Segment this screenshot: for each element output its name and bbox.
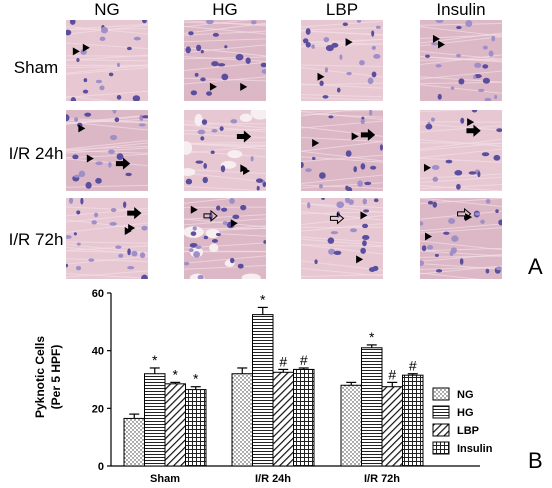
open-arrow-icon [457,207,472,220]
bar-ng-0 [123,417,145,467]
bar-hg-0 [144,373,166,467]
bar-lbp-0 [164,383,186,467]
significance-mark: * [193,371,199,387]
solid-arrow-icon [466,124,481,137]
bar-hg-2 [361,347,383,467]
solid-arrowhead-icon [345,38,353,47]
legend-label-hg: HG [457,407,474,419]
solid-arrowhead-icon [423,163,431,172]
micrograph-lbp-sham [301,20,383,101]
solid-arrowhead-icon [432,34,440,43]
solid-arrowhead-icon [312,139,320,148]
solid-arrowhead-icon [465,213,473,222]
solid-arrowhead-icon [86,154,94,163]
legend-label-ng: NG [457,389,474,401]
solid-arrowhead-icon [78,124,86,133]
bar-chart: Pyknotic Cells (Per 5 HPF) 0 20 40 60 * * * Sha… [33,288,543,485]
significance-mark: # [388,366,396,382]
col-header-ng: NG [94,0,120,19]
solid-arrowhead-icon [356,255,364,264]
x-tick-label: I/R 72h [364,473,400,485]
micrograph-insulin-i-r-24h [420,110,502,191]
solid-arrowhead-icon [240,82,248,91]
solid-arrowhead-icon [351,132,359,141]
x-tick-label: Sham [150,473,180,485]
row-label-sham: Sham [13,58,59,77]
legend-swatch-hg [432,405,450,419]
solid-arrowhead-icon [240,164,248,173]
solid-arrowhead-icon [72,47,80,56]
significance-mark: # [300,352,308,368]
y-axis-label-line2: (Per 5 HPF) [49,345,63,410]
micrograph-hg-i-r-72h [184,198,266,279]
solid-arrowhead-icon [82,43,90,52]
solid-arrowhead-icon [124,227,132,236]
y-tick-label: 40 [92,346,104,358]
y-tick-label: 60 [92,288,104,300]
solid-arrow-icon [236,130,252,143]
significance-mark: # [279,353,287,369]
y-tick-label: 0 [98,461,104,473]
significance-mark: * [260,291,266,307]
solid-arrowhead-icon [360,211,368,220]
solid-arrowhead-icon [230,219,238,228]
y-axis-label-line1: Pyknotic Cells [33,336,47,418]
bar-ng-2 [340,384,362,467]
micrograph-hg-sham [184,20,266,101]
col-header-lbp: LBP [325,0,359,19]
bar-lbp-2 [381,386,403,467]
legend-swatch-lbp [432,423,450,437]
solid-arrowhead-icon [467,118,475,127]
row-label-ir24: I/R 24h [8,144,64,163]
solid-arrowhead-icon [317,72,325,81]
col-header-insulin: Insulin [436,0,486,19]
open-arrow-icon [203,209,218,222]
panel-letter-b: B [528,448,543,473]
solid-arrowhead-icon [425,232,433,241]
legend-swatch-insulin [432,441,450,455]
micrograph-ng-i-r-24h [66,110,148,191]
micrograph-lbp-i-r-72h [301,198,383,279]
panel-letter-a: A [528,254,543,279]
solid-arrowhead-icon [190,205,198,214]
open-arrow-icon [329,212,345,225]
solid-arrowhead-icon [209,82,217,91]
solid-arrow-icon [360,128,376,141]
significance-mark: * [173,366,179,382]
legend-label-lbp: LBP [457,425,479,437]
plot-area: 0 20 40 60 * * * Sham * # # I/R 24h * # # I/R 72h [92,288,480,485]
legend-swatch-ng [432,387,450,401]
micrograph-insulin-i-r-72h [420,198,502,279]
micrograph-ng-i-r-72h [66,198,148,279]
legend-label-insulin: Insulin [457,443,493,455]
micrograph-ng-sham [66,20,148,101]
significance-mark: * [152,352,158,368]
col-header-hg: HG [212,0,238,19]
significance-mark: # [409,358,417,374]
x-tick-label: I/R 24h [255,473,291,485]
solid-arrow-icon [115,157,131,170]
bar-hg-1 [252,314,274,467]
solid-arrow-icon [127,207,142,220]
significance-mark: * [369,329,375,345]
micrograph-insulin-sham [420,20,502,101]
solid-arrowhead-icon [128,223,136,232]
row-label-ir72: I/R 72h [8,230,64,249]
micrograph-lbp-i-r-24h [301,110,383,191]
bar-insulin-2 [402,374,424,467]
bar-insulin-0 [185,389,207,467]
bar-lbp-1 [272,371,294,467]
micrograph-hg-i-r-24h [184,110,266,191]
legend: NG HG LBP Insulin [432,387,493,455]
bar-insulin-1 [293,368,315,467]
y-tick-label: 20 [92,403,104,415]
solid-arrowhead-icon [438,40,446,49]
bar-ng-1 [231,373,253,467]
